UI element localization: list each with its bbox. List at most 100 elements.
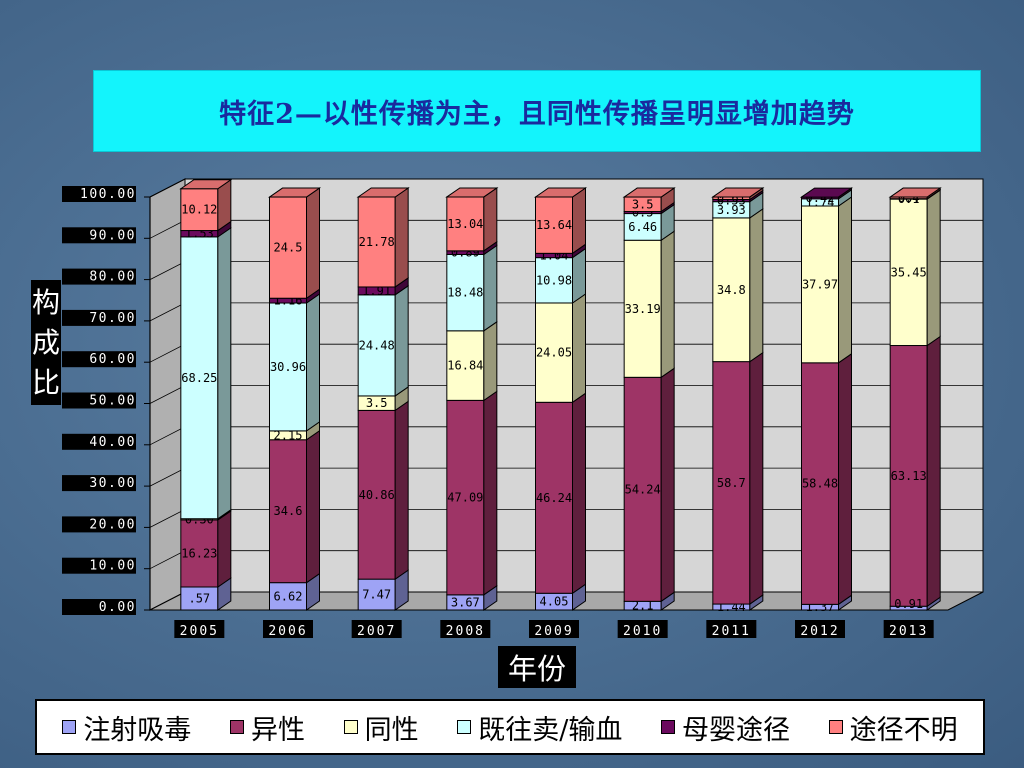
bar-segment-side	[572, 293, 586, 404]
bar-segment	[446, 399, 485, 596]
data-label: 54.24	[625, 482, 661, 496]
bar-segment-side	[394, 284, 409, 397]
x-tick-label-bg	[263, 620, 313, 638]
y-axis-title: 构 成 比	[31, 280, 61, 405]
bar-segment	[446, 253, 485, 332]
y-tick-label: 70.00	[89, 311, 136, 326]
x-tick-label: 2007	[357, 624, 396, 639]
bar-segment-side	[217, 226, 232, 520]
x-tick-label: 2005	[180, 624, 219, 639]
bar-segment-side	[572, 392, 586, 595]
bar-segment-side	[306, 429, 320, 584]
x-tick-label-bg	[174, 620, 225, 638]
legend-swatch	[457, 720, 472, 734]
bar-top	[888, 187, 942, 198]
data-label: .57	[188, 591, 210, 605]
y-tick-label: 100.00	[80, 187, 136, 202]
y-tick-label-bg	[62, 186, 136, 202]
data-label: 13.04	[447, 217, 483, 231]
y-tick-label-bg	[62, 392, 136, 409]
legend-item: 途径不明	[828, 708, 958, 747]
bar-segment-side	[394, 187, 409, 288]
y-tick-label: 80.00	[89, 270, 136, 285]
x-tick-label-bg	[529, 620, 579, 638]
bar-segment	[623, 239, 662, 378]
x-tick-label: 2013	[889, 624, 928, 639]
x-tick-label-bg	[617, 620, 668, 638]
bar-segment	[889, 198, 928, 347]
bar-segment	[801, 362, 839, 605]
data-label: 6.46	[628, 220, 657, 234]
data-label: 6.62	[274, 589, 303, 603]
legend-label: 同性	[364, 714, 419, 746]
bar-top	[356, 187, 410, 198]
data-label: 47.09	[447, 491, 483, 505]
y-axis-title-char: 比	[31, 365, 60, 399]
data-label: 24.5	[274, 241, 303, 255]
legend-item: 既往卖/输血	[457, 708, 622, 747]
data-label: 3.93	[717, 203, 746, 217]
y-tick-label-bg	[62, 516, 136, 533]
data-label: 2.1	[632, 599, 654, 613]
bar-segment	[535, 257, 573, 304]
bar-top	[267, 187, 322, 198]
bar-top	[711, 187, 765, 198]
data-label: 35.45	[891, 265, 927, 279]
y-tick-label-bg	[62, 475, 136, 492]
bar-segment-side	[838, 352, 852, 606]
bar-top	[799, 187, 854, 198]
legend-label: 途径不明	[849, 714, 958, 746]
data-label: 10.12	[181, 203, 217, 217]
bar-segment-side	[483, 390, 498, 596]
slide-title: 特征2—以性传播为主，且同性传播呈明显增加趋势	[93, 70, 981, 152]
data-label: 30.96	[270, 360, 306, 374]
legend-swatch	[229, 720, 244, 734]
x-tick-label-bg	[440, 620, 491, 638]
data-label: 37.97	[802, 277, 838, 291]
legend-label: 异性	[250, 714, 305, 746]
legend-item: 异性	[229, 708, 305, 747]
data-label: 4.05	[540, 595, 569, 609]
legend-swatch	[828, 720, 843, 734]
data-label: 2.15	[274, 428, 303, 442]
bar-segment	[446, 330, 485, 401]
bar-top	[445, 187, 499, 198]
legend-label: 注射吸毒	[83, 714, 192, 746]
y-tick-label: 60.00	[89, 352, 136, 367]
bar-segment	[446, 196, 485, 252]
y-tick-label: 30.00	[89, 476, 136, 491]
bar-top	[622, 187, 676, 198]
data-label: 40.86	[359, 488, 395, 502]
data-label: 68.25	[181, 371, 217, 385]
data-label: 16.23	[181, 546, 217, 560]
data-label: 58.7	[717, 476, 746, 490]
data-label: 24.05	[536, 346, 572, 360]
data-label: 0.91	[894, 597, 923, 611]
x-tick-label-bg	[706, 620, 757, 638]
data-label: 3.5	[632, 197, 654, 211]
x-axis-title: 年份	[498, 646, 576, 688]
data-label: 13.64	[536, 218, 572, 232]
data-label: 46.24	[536, 491, 572, 505]
x-tick-label: 2008	[446, 624, 485, 639]
bar-top	[533, 187, 588, 198]
y-axis-title-char: 成	[31, 325, 60, 359]
bar-segment-side	[306, 293, 320, 432]
x-tick-label-bg	[883, 620, 934, 638]
y-tick-label-bg	[62, 309, 136, 326]
data-label: 24.48	[359, 338, 395, 352]
y-tick-label-bg	[62, 351, 136, 368]
y-tick-label: 0.00	[99, 600, 136, 615]
bar-segment-side	[483, 320, 498, 402]
y-tick-label-bg	[62, 268, 136, 285]
y-tick-label-bg	[62, 557, 136, 574]
legend-item: 母婴途径	[660, 708, 790, 747]
x-tick-label: 2010	[623, 624, 662, 639]
bar-segment	[269, 302, 307, 432]
y-tick-label: 40.00	[89, 435, 136, 450]
bar-segment-side	[483, 244, 498, 332]
bar-segment-side	[660, 367, 675, 603]
x-tick-label: 2012	[800, 624, 839, 639]
legend-label: 母婴途径	[681, 714, 790, 746]
x-tick-label: 2009	[534, 624, 573, 639]
